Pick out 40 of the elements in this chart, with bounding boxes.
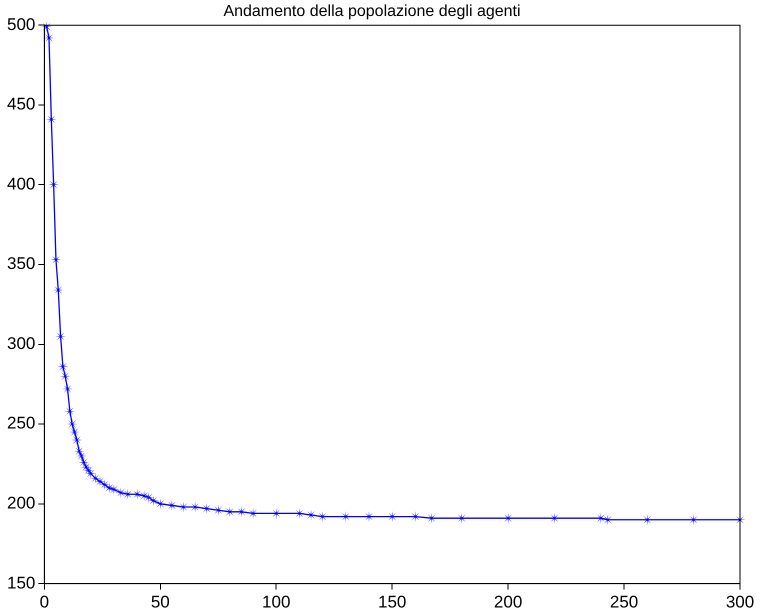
point bbox=[306, 509, 317, 520]
point bbox=[104, 482, 115, 494]
x-tick-label: 50 bbox=[150, 592, 170, 612]
y-tick-label: 250 bbox=[6, 414, 36, 433]
point bbox=[212, 504, 224, 516]
point bbox=[138, 490, 150, 502]
point bbox=[57, 361, 68, 372]
y-tick-label: 400 bbox=[6, 174, 36, 194]
point bbox=[66, 418, 78, 430]
x-tick-label: 300 bbox=[726, 592, 754, 612]
point bbox=[602, 514, 614, 526]
chart-title: Andamento della popolazione degli agenti bbox=[223, 3, 521, 20]
point bbox=[76, 450, 87, 462]
point bbox=[143, 492, 154, 503]
point bbox=[60, 370, 71, 382]
point bbox=[99, 479, 110, 490]
x-tick-label: 200 bbox=[494, 592, 522, 612]
x-tick-label: 250 bbox=[610, 592, 638, 612]
point bbox=[62, 383, 74, 394]
point bbox=[78, 456, 90, 468]
point bbox=[224, 506, 236, 518]
y-tick-label: 500 bbox=[6, 14, 36, 34]
point bbox=[154, 498, 166, 510]
point bbox=[115, 487, 126, 498]
x-tick-label: 150 bbox=[378, 592, 406, 612]
y-tick-label: 150 bbox=[6, 573, 36, 592]
point bbox=[148, 495, 159, 506]
y-tick-label: 300 bbox=[6, 334, 36, 353]
point bbox=[132, 488, 143, 500]
y-tick-label: 200 bbox=[6, 494, 36, 513]
point bbox=[71, 434, 82, 446]
point bbox=[41, 21, 52, 32]
point bbox=[74, 446, 85, 457]
point bbox=[178, 502, 189, 513]
point bbox=[201, 503, 212, 514]
x-tick-label: 100 bbox=[262, 592, 290, 612]
y-tick-label: 350 bbox=[6, 254, 36, 274]
y-tick-label: 450 bbox=[6, 94, 36, 114]
point bbox=[90, 472, 101, 484]
x-tick-label: 0 bbox=[40, 592, 50, 612]
